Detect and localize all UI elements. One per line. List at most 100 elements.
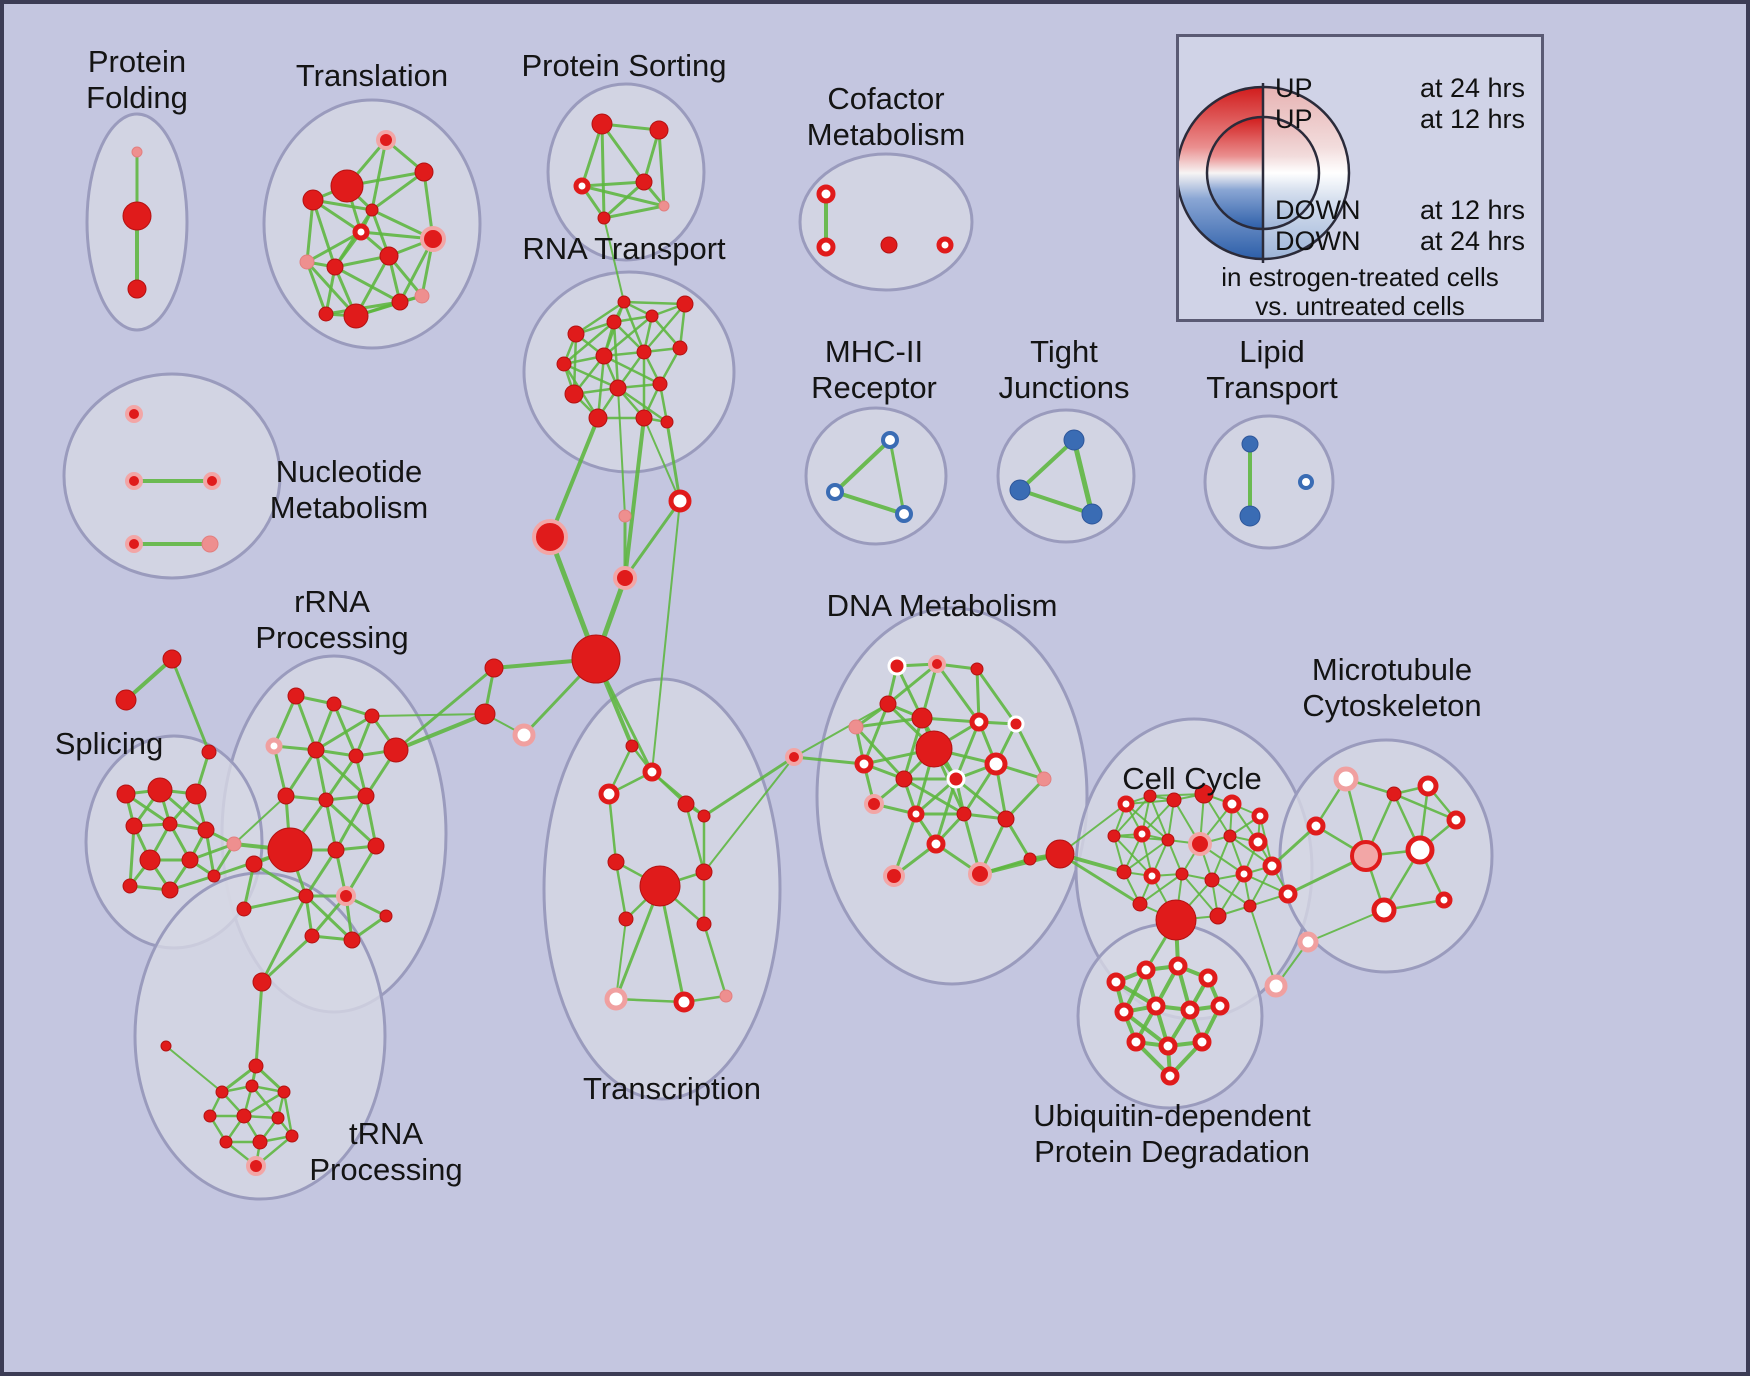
network-edge <box>954 777 1008 821</box>
gene-node-translation <box>379 246 399 266</box>
network-edge <box>1149 795 1169 841</box>
network-edge <box>1249 905 1277 987</box>
gene-node-dna-metabolism <box>887 656 907 676</box>
gene-node-dna-metabolism <box>848 719 864 735</box>
gene-node-ubiquitin <box>1158 1036 1178 1056</box>
cluster-label-line: Cell Cycle <box>1122 761 1262 796</box>
network-edge <box>1014 722 1046 781</box>
network-edge <box>833 438 892 494</box>
gene-node-translation <box>318 306 334 322</box>
network-edge <box>1071 437 1095 517</box>
cluster-label-line: rRNA <box>294 584 370 619</box>
network-edge <box>394 666 496 752</box>
gene-node-dna-metabolism <box>997 810 1015 828</box>
network-edge <box>314 714 374 752</box>
gene-node-microtubule <box>1405 835 1435 865</box>
network-edge <box>580 122 604 188</box>
gene-node-hub-chain <box>785 748 803 766</box>
gene-node-lipid-transport <box>1241 435 1259 453</box>
cluster-label-line: Splicing <box>55 726 164 761</box>
network-edge <box>650 770 706 818</box>
gene-node-splicing <box>116 784 136 804</box>
gene-node-rna-transport <box>588 408 608 428</box>
network-edge <box>1058 852 1142 906</box>
network-edge <box>935 662 981 724</box>
cluster-label-transcription: Transcription <box>583 1071 761 1106</box>
gene-node-protein-sorting <box>573 177 591 195</box>
gene-node-rrna-processing <box>307 741 325 759</box>
network-edge <box>1113 795 1151 837</box>
gene-node-cell-cycle <box>1262 856 1282 876</box>
network-edge <box>242 894 308 911</box>
network-edge <box>394 712 487 752</box>
network-edge <box>1123 839 1169 873</box>
gene-node-ubiquitin <box>1192 1032 1212 1052</box>
network-edge <box>333 208 374 269</box>
cluster-label-line: Nucleotide <box>276 454 422 489</box>
cluster-label-line: Metabolism <box>807 117 966 152</box>
legend-row-up-12: UP at 12 hrs <box>1275 104 1525 134</box>
gene-node-trna-core <box>219 1135 233 1149</box>
network-edge <box>572 332 578 396</box>
gene-node-dna-metabolism <box>1023 852 1037 866</box>
gene-node-dna-metabolism <box>907 805 925 823</box>
gene-node-protein-sorting <box>649 120 669 140</box>
network-edge <box>260 934 314 984</box>
gene-node-transcription <box>625 739 639 753</box>
gene-node-splicing <box>181 851 199 869</box>
network-edge <box>1018 488 1094 516</box>
gene-node-nucleotide-metabolism <box>125 405 143 423</box>
gene-node-trna-core <box>277 1085 291 1099</box>
network-edge <box>1125 803 1169 841</box>
gene-node-translation <box>352 223 370 241</box>
gene-node-microtubule <box>1417 775 1439 797</box>
gene-node-microtubule <box>1333 766 1359 792</box>
network-edge <box>862 702 890 766</box>
network-edge <box>370 138 388 212</box>
network-edge <box>888 438 906 516</box>
network-edge <box>607 792 618 864</box>
gene-node-bridges <box>1045 839 1075 869</box>
gene-node-translation <box>391 293 409 311</box>
network-edge <box>616 386 669 424</box>
gene-node-splicing <box>197 821 215 839</box>
gene-node-rrna-processing <box>277 787 295 805</box>
gene-node-cell-cycle <box>1209 907 1227 925</box>
gene-node-cell-cycle <box>1166 792 1182 808</box>
gene-node-cell-cycle <box>1117 795 1135 813</box>
network-edge <box>651 500 681 773</box>
gene-node-cell-cycle <box>1235 865 1253 883</box>
cluster-label-line: Receptor <box>811 370 937 405</box>
gene-node-transcription <box>719 989 733 1003</box>
gene-node-rrna-processing <box>245 855 263 873</box>
network-edge <box>305 260 328 316</box>
network-edge <box>854 716 924 729</box>
gene-node-transcription <box>618 911 634 927</box>
gene-node-splicing <box>207 869 221 883</box>
gene-node-translation <box>330 169 364 203</box>
gene-node-dna-metabolism <box>956 806 972 822</box>
gene-node-hub-chain <box>512 723 536 747</box>
gene-node-splicing <box>122 878 138 894</box>
legend-direction-label: DOWN <box>1275 195 1361 225</box>
network-edge <box>305 230 363 264</box>
gene-node-ubiquitin <box>1168 956 1188 976</box>
gene-node-splicing-ext <box>201 744 217 760</box>
network-edge <box>304 848 338 898</box>
gene-node-rrna-processing <box>265 737 283 755</box>
gene-node-dna-metabolism <box>928 655 946 673</box>
cluster-label-line: RNA Transport <box>522 231 726 266</box>
gene-node-transcription <box>604 987 628 1011</box>
gene-node-hub-chain <box>484 658 504 678</box>
gene-node-cell-cycle <box>1133 825 1151 843</box>
cluster-label-line: Lipid <box>1239 334 1305 369</box>
gene-node-transcription <box>677 795 695 813</box>
gene-node-hub-chain <box>571 634 621 684</box>
cluster-label-mhc-ii-receptor: MHC-II Receptor <box>811 334 937 405</box>
cluster-label-nucleotide-metabolism: Nucleotide Metabolism <box>270 454 429 525</box>
gene-node-rrna-processing <box>318 792 334 808</box>
network-edge <box>314 748 368 798</box>
gene-node-rrna-processing <box>236 901 252 917</box>
cluster-label-line: Protein <box>88 44 186 79</box>
cluster-label-ubiquitin: Ubiquitin-dependent Protein Degradation <box>1033 1098 1311 1169</box>
